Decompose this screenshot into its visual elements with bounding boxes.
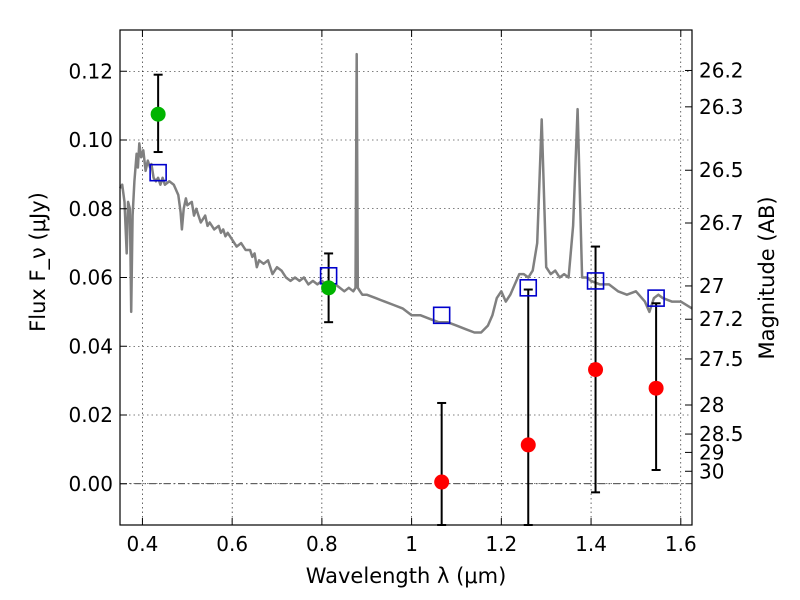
spectrum-line [118, 52, 693, 334]
y-tick-label: 0.06 [68, 266, 113, 290]
mag-tick-label: 29 [699, 440, 724, 464]
y-tick-label: 0.02 [68, 403, 113, 427]
y-tick-label: 0.10 [68, 128, 113, 152]
mag-tick-label: 28.5 [699, 422, 744, 446]
mag-tick-label: 30 [699, 459, 724, 483]
x-tick-label: 0.4 [127, 532, 159, 556]
mag-tick-label: 26.3 [699, 95, 744, 119]
mag-tick-label: 26.2 [699, 58, 744, 82]
y-tick-label: 0.00 [68, 472, 113, 496]
x-tick-label: 0.8 [306, 532, 338, 556]
detection-point [150, 106, 166, 122]
model-photometry-square [149, 163, 167, 182]
y2-axis-title: Magnitude (AB) [755, 196, 779, 359]
y-tick-label: 0.04 [68, 334, 113, 358]
model-photometry-square [432, 306, 451, 325]
y-axis-title: Flux F_ν (μJy) [26, 192, 51, 332]
spectrum-group [118, 52, 693, 334]
x-tick-label: 1.2 [485, 532, 517, 556]
mag-tick-label: 27.5 [699, 347, 744, 371]
upper-limit-point [588, 362, 604, 378]
upper-limit-point [648, 380, 664, 396]
upper-limit-point [434, 474, 450, 490]
y-tick-label: 0.08 [68, 197, 113, 221]
model-photometry-square [519, 279, 538, 297]
errorbars [153, 73, 661, 526]
mag-tick-label: 27.2 [699, 307, 744, 331]
y-tick-label: 0.12 [68, 59, 113, 83]
markers [149, 106, 665, 490]
ticks [120, 30, 692, 525]
upper-limit-point [520, 437, 536, 453]
x-axis-title: Wavelength λ (μm) [306, 564, 507, 588]
mag-tick-label: 26.5 [699, 158, 744, 182]
detection-point [321, 280, 337, 296]
model-photometry-square [647, 289, 665, 307]
x-tick-label: 1 [405, 532, 418, 556]
mag-tick-label: 28 [699, 393, 724, 417]
grid [120, 30, 692, 525]
x-tick-label: 1.4 [575, 532, 607, 556]
model-photometry-square [586, 272, 605, 290]
mag-tick-label: 26.7 [699, 211, 744, 235]
x-tick-label: 1.6 [665, 532, 697, 556]
x-tick-label: 0.6 [216, 532, 248, 556]
mag-tick-label: 27 [699, 274, 724, 298]
